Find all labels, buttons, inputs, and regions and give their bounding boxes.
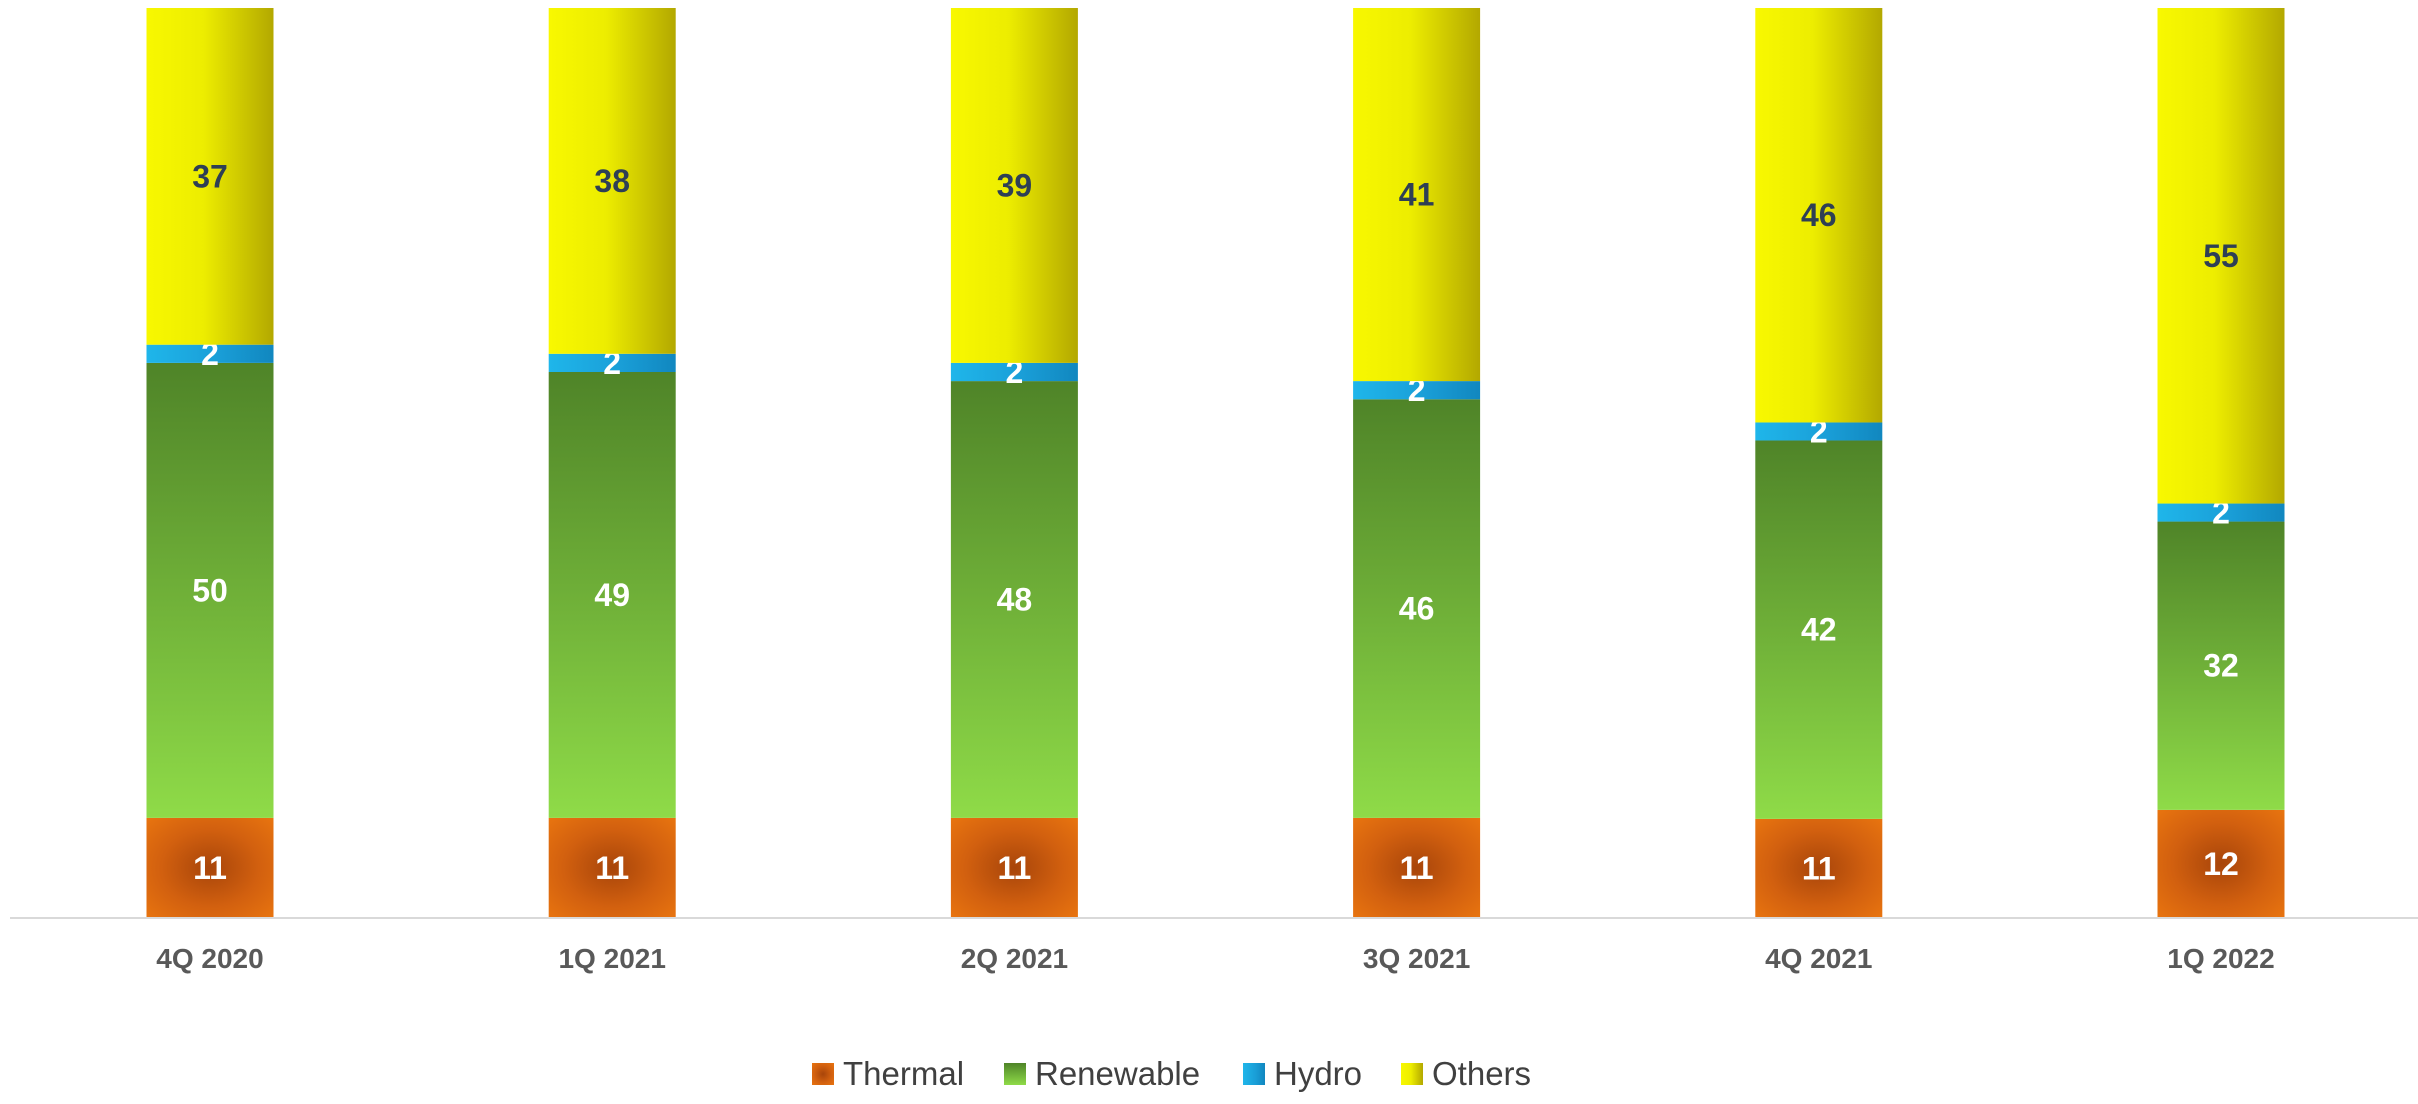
legend[interactable]: Thermal Renewable Hydro Others — [812, 1055, 1531, 1092]
bar-group: 11 46 2 41 — [1353, 8, 1481, 918]
bar-segment-others — [1755, 8, 1883, 423]
data-label: 11 — [997, 850, 1031, 886]
x-tick-label: 3Q 2021 — [1363, 943, 1470, 974]
bar-segment-thermal — [146, 817, 274, 918]
bar-segment-hydro — [950, 362, 1078, 382]
data-label: 2 — [603, 345, 621, 381]
data-label: 2 — [201, 336, 219, 372]
legend-label: Others — [1432, 1055, 1531, 1092]
bar-segment-thermal — [1353, 817, 1481, 918]
x-tick-label: 4Q 2021 — [1765, 943, 1872, 974]
bar-segment-hydro — [2157, 503, 2285, 522]
data-label: 11 — [193, 850, 227, 886]
bar-segment-others — [146, 8, 274, 345]
bar-segment-renewable — [2157, 521, 2285, 810]
bar-group: 11 50 2 37 — [146, 8, 274, 918]
data-label: 46 — [1801, 197, 1837, 233]
bar-segment-thermal — [548, 817, 676, 918]
bar-segment-renewable — [1353, 399, 1481, 818]
data-label: 39 — [997, 167, 1033, 203]
data-label: 11 — [1802, 850, 1836, 886]
bar-segment-renewable — [1755, 440, 1883, 819]
bar-group: 11 48 2 39 — [950, 8, 1078, 918]
x-tick-label: 4Q 2020 — [156, 943, 263, 974]
bar-segment-others — [548, 8, 676, 354]
data-label: 37 — [192, 158, 228, 194]
bar-segment-thermal — [2157, 809, 2285, 918]
bar-segment-hydro — [548, 353, 676, 372]
legend-item-renewable[interactable]: Renewable — [1004, 1055, 1200, 1092]
legend-swatch — [812, 1063, 834, 1085]
data-label: 12 — [2203, 846, 2239, 882]
legend-item-others[interactable]: Others — [1401, 1055, 1531, 1092]
data-label: 48 — [997, 582, 1033, 618]
x-tick-label: 1Q 2022 — [2167, 943, 2274, 974]
bar-segment-thermal — [950, 817, 1078, 918]
bar-segment-hydro — [1755, 422, 1883, 441]
bar-segment-others — [950, 8, 1078, 363]
data-label: 11 — [1400, 850, 1434, 886]
data-label: 50 — [192, 572, 228, 608]
legend-item-hydro[interactable]: Hydro — [1243, 1055, 1362, 1092]
data-label: 2 — [1810, 413, 1828, 449]
legend-swatch — [1004, 1063, 1026, 1085]
legend-label: Hydro — [1274, 1055, 1362, 1092]
bar-segment-renewable — [548, 372, 676, 818]
data-label: 42 — [1801, 612, 1837, 648]
data-label: 32 — [2203, 648, 2239, 684]
data-label: 2 — [2212, 495, 2230, 531]
bar-segment-renewable — [146, 362, 274, 818]
category-labels: 4Q 2020 1Q 2021 2Q 2021 3Q 2021 4Q 2021 1Q 20… — [156, 943, 2274, 974]
bar-segment-others — [2157, 8, 2285, 504]
bar-segment-hydro — [1353, 381, 1481, 400]
legend-swatch — [1401, 1063, 1423, 1085]
data-label: 2 — [1006, 354, 1024, 390]
bar-segment-others — [1353, 8, 1481, 382]
bar-group: 12 32 2 55 — [2157, 8, 2285, 918]
data-label: 38 — [594, 163, 630, 199]
legend-swatch — [1243, 1063, 1265, 1085]
bar-group: 11 49 2 38 — [548, 8, 676, 918]
data-label: 49 — [594, 577, 630, 613]
x-tick-label: 1Q 2021 — [558, 943, 665, 974]
data-label: 41 — [1399, 177, 1435, 213]
data-label: 46 — [1399, 591, 1435, 627]
x-tick-label: 2Q 2021 — [961, 943, 1068, 974]
bars-layer: 11 50 2 37 11 49 2 38 11 48 2 39 11 46 2 41 11 42 2 46 12 32 2… — [146, 8, 2285, 918]
bar-segment-hydro — [146, 344, 274, 363]
data-label: 55 — [2203, 238, 2239, 274]
bar-segment-renewable — [950, 381, 1078, 818]
data-label: 2 — [1408, 372, 1426, 408]
legend-label: Thermal — [843, 1055, 964, 1092]
bar-segment-thermal — [1755, 818, 1883, 918]
legend-item-thermal[interactable]: Thermal — [812, 1055, 964, 1092]
legend-label: Renewable — [1035, 1055, 1200, 1092]
data-label: 11 — [595, 850, 629, 886]
bar-group: 11 42 2 46 — [1755, 8, 1883, 918]
